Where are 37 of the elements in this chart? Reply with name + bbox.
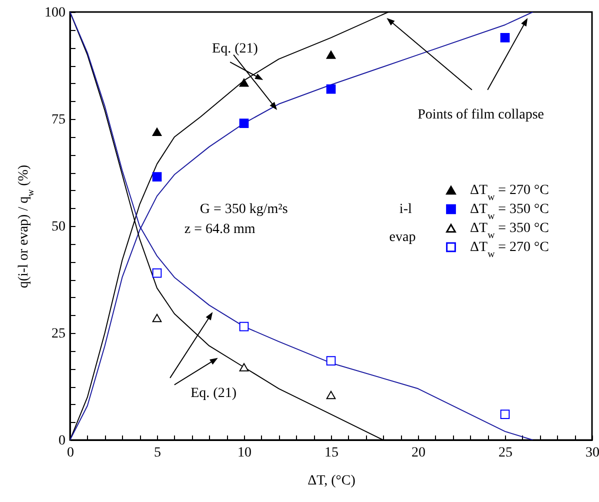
x-tick-label: 30	[586, 446, 599, 460]
point	[326, 356, 336, 366]
point	[239, 118, 249, 128]
y-tick-label: 0	[58, 434, 66, 448]
point	[152, 314, 162, 322]
point	[326, 50, 336, 59]
y-tick-label: 25	[52, 326, 66, 342]
x-tick-label: 10	[238, 446, 252, 460]
y-tick-label: 100	[44, 6, 66, 20]
point	[326, 390, 336, 400]
point	[152, 268, 162, 278]
point	[239, 363, 249, 372]
annotation: i-l	[399, 202, 412, 217]
annotation: G = 350 kg/m²s	[200, 202, 288, 217]
point	[500, 410, 510, 420]
point	[152, 172, 162, 182]
annotation: Eq. (21)	[190, 386, 237, 401]
y-tick-label: 50	[52, 220, 66, 234]
annotation: evap	[389, 230, 416, 246]
legend-label: ΔT$_{w}$ = 350 °C	[470, 221, 549, 241]
x-tick-label: 25	[498, 446, 512, 460]
point	[326, 84, 336, 94]
legend-label: ΔT$_{w}$ = 270 °C	[470, 183, 549, 203]
annotation: Eq. (21)	[212, 41, 258, 56]
x-axis-title: ΔT, (°C)	[308, 474, 356, 488]
point	[239, 78, 249, 87]
annotation: Points of film collapse	[418, 108, 544, 123]
point	[239, 322, 249, 332]
x-tick-label: 20	[412, 446, 426, 460]
x-tick-label: 15	[324, 446, 338, 460]
x-tick-label: 5	[154, 446, 161, 460]
point	[500, 32, 510, 42]
legend-label: ΔT$_{w}$ = 270 °C	[470, 240, 549, 260]
point	[152, 128, 162, 136]
legend-label: ΔT$_{w}$ = 350 °C	[470, 202, 549, 222]
annotation: z = 64.8 mm	[184, 222, 256, 237]
y-tick-label: 75	[52, 112, 66, 128]
